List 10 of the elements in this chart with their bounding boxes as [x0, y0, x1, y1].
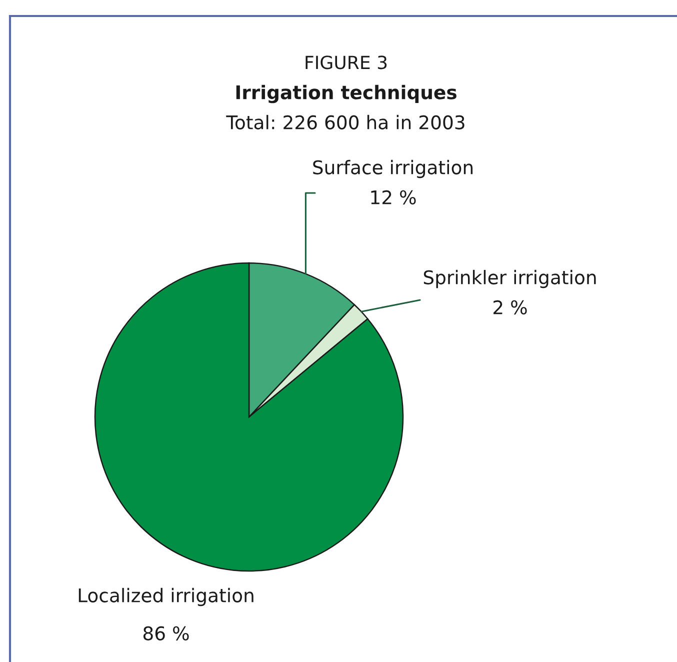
data-label: 86 %: [143, 626, 189, 640]
caption: FIGURE 3: [306, 56, 387, 70]
pie-slice: [94, 262, 404, 572]
slice-label: Sprinkler irrigation: [424, 270, 596, 288]
slice-label: Surface irrigation: [313, 160, 473, 178]
data-label: 2 %: [494, 300, 527, 314]
data-label: 12 %: [371, 190, 416, 204]
chart-title: Irrigation techniques: [236, 84, 456, 104]
slice-label: Localized irrigation: [78, 588, 254, 606]
chart-subtitle: Total: 226 600 ha in 2003: [226, 114, 464, 130]
